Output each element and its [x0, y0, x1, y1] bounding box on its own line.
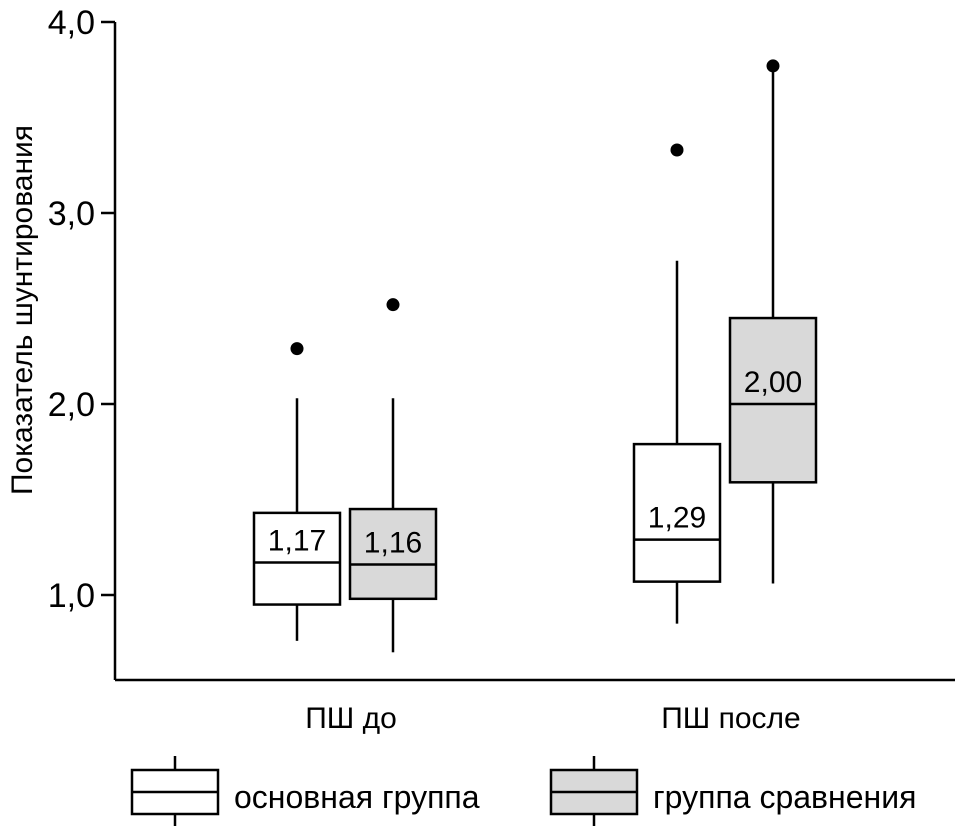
y-axis-label: Показатель шунтирования: [6, 125, 39, 495]
y-tick-label: 4,0: [48, 4, 95, 42]
x-category-label: ПШ до: [305, 702, 397, 735]
legend-item: группа сравнения: [549, 756, 916, 826]
box-comparison-after: 2,00: [728, 59, 818, 584]
outlier-point: [290, 342, 304, 356]
median-label: 2,00: [744, 366, 802, 399]
box-main-before: 1,17: [252, 342, 342, 641]
box-main-after: 1,29: [632, 143, 722, 624]
axes: [113, 22, 955, 682]
legend: основная группа группа сравнения: [130, 756, 916, 826]
y-tick-label: 1,0: [48, 577, 95, 615]
y-ticks: 1,0 2,0 3,0 4,0: [48, 4, 115, 615]
box-body: [632, 442, 722, 583]
box-body: [728, 316, 818, 484]
legend-item: основная группа: [130, 756, 480, 826]
outlier-point: [766, 59, 780, 73]
category-labels: ПШ до ПШ после: [305, 702, 801, 735]
median-label: 1,29: [648, 502, 706, 535]
legend-label: группа сравнения: [653, 779, 916, 815]
y-tick-label: 3,0: [48, 195, 95, 233]
box-body: [348, 507, 438, 601]
y-tick-label: 2,0: [48, 386, 95, 424]
median-label: 1,17: [268, 525, 326, 558]
outlier-point: [386, 298, 400, 312]
outlier-point: [670, 143, 684, 157]
median-label: 1,16: [364, 526, 422, 559]
boxes: 1,17 1,29 1,16 2,00: [252, 59, 818, 653]
legend-label: основная группа: [234, 779, 480, 815]
box-comparison-before: 1,16: [348, 298, 438, 653]
x-category-label: ПШ после: [661, 702, 801, 735]
box-body: [252, 511, 342, 606]
